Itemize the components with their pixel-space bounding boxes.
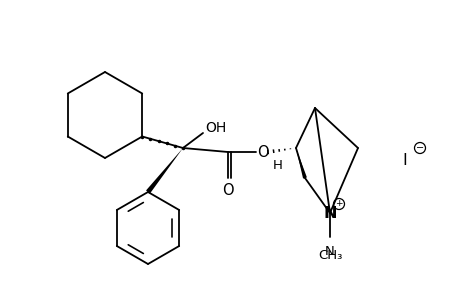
Text: O: O [222, 183, 233, 198]
Text: OH: OH [205, 121, 226, 135]
Text: +: + [335, 200, 342, 208]
Text: N: N [323, 206, 336, 220]
Text: I: I [402, 152, 407, 167]
Text: N: N [325, 245, 334, 258]
Polygon shape [146, 148, 183, 194]
Polygon shape [295, 148, 306, 178]
Text: H: H [273, 158, 282, 172]
Text: CH₃: CH₃ [317, 249, 341, 262]
Text: −: − [415, 143, 423, 153]
Text: O: O [257, 145, 268, 160]
